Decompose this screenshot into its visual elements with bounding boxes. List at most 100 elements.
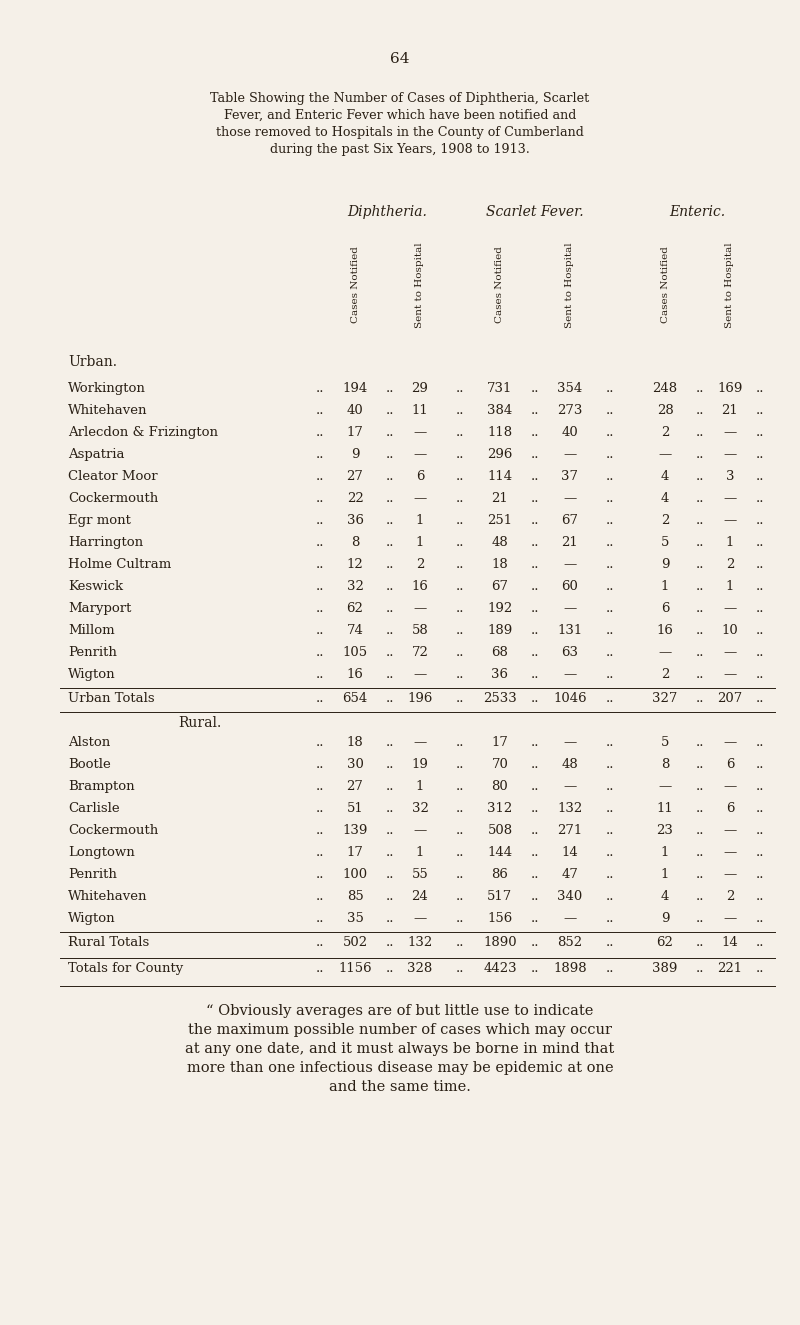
Text: ..: .. (696, 470, 704, 484)
Text: ..: .. (696, 802, 704, 815)
Text: 6: 6 (726, 758, 734, 771)
Text: ..: .. (606, 514, 614, 527)
Text: Rural Totals: Rural Totals (68, 935, 150, 949)
Text: ..: .. (756, 514, 764, 527)
Text: ..: .. (456, 558, 464, 571)
Text: ..: .. (386, 427, 394, 439)
Text: 27: 27 (346, 780, 363, 792)
Text: 1046: 1046 (553, 692, 587, 705)
Text: ..: .. (606, 382, 614, 395)
Text: 48: 48 (492, 537, 508, 549)
Text: Scarlet Fever.: Scarlet Fever. (486, 205, 584, 219)
Text: 6: 6 (726, 802, 734, 815)
Text: 502: 502 (342, 935, 367, 949)
Text: ..: .. (456, 537, 464, 549)
Text: Cases Notified: Cases Notified (495, 246, 505, 323)
Text: ..: .. (316, 780, 324, 792)
Text: 207: 207 (718, 692, 742, 705)
Text: Penrith: Penrith (68, 647, 117, 659)
Text: 60: 60 (562, 580, 578, 594)
Text: 36: 36 (346, 514, 363, 527)
Text: ..: .. (316, 580, 324, 594)
Text: 144: 144 (487, 845, 513, 859)
Text: 654: 654 (342, 692, 368, 705)
Text: ..: .. (386, 912, 394, 925)
Text: 251: 251 (487, 514, 513, 527)
Text: ..: .. (386, 470, 394, 484)
Text: Keswick: Keswick (68, 580, 123, 594)
Text: Cleator Moor: Cleator Moor (68, 470, 158, 484)
Text: ..: .. (386, 382, 394, 395)
Text: ..: .. (386, 868, 394, 881)
Text: Rural.: Rural. (178, 716, 222, 730)
Text: 12: 12 (346, 558, 363, 571)
Text: ..: .. (606, 845, 614, 859)
Text: —: — (723, 668, 737, 681)
Text: 389: 389 (652, 962, 678, 975)
Text: ..: .. (756, 492, 764, 505)
Text: ..: .. (316, 845, 324, 859)
Text: ..: .. (316, 962, 324, 975)
Text: 14: 14 (562, 845, 578, 859)
Text: 189: 189 (487, 624, 513, 637)
Text: Aspatria: Aspatria (68, 448, 125, 461)
Text: —: — (723, 492, 737, 505)
Text: 37: 37 (562, 470, 578, 484)
Text: —: — (414, 824, 426, 837)
Text: ..: .. (756, 912, 764, 925)
Text: ..: .. (386, 492, 394, 505)
Text: ..: .. (456, 624, 464, 637)
Text: 328: 328 (407, 962, 433, 975)
Text: 24: 24 (412, 890, 428, 904)
Text: 9: 9 (661, 558, 670, 571)
Text: ..: .. (756, 868, 764, 881)
Text: Sent to Hospital: Sent to Hospital (566, 242, 574, 327)
Text: 85: 85 (346, 890, 363, 904)
Text: 132: 132 (558, 802, 582, 815)
Text: ..: .. (386, 537, 394, 549)
Text: ..: .. (316, 470, 324, 484)
Text: ..: .. (756, 735, 764, 749)
Text: Cockermouth: Cockermouth (68, 824, 158, 837)
Text: 48: 48 (562, 758, 578, 771)
Text: ..: .. (606, 404, 614, 417)
Text: ..: .. (456, 912, 464, 925)
Text: ..: .. (530, 404, 539, 417)
Text: during the past Six Years, 1908 to 1913.: during the past Six Years, 1908 to 1913. (270, 143, 530, 156)
Text: ..: .. (756, 382, 764, 395)
Text: —: — (723, 868, 737, 881)
Text: ..: .. (756, 935, 764, 949)
Text: —: — (414, 427, 426, 439)
Text: ..: .. (456, 780, 464, 792)
Text: 1: 1 (661, 580, 669, 594)
Text: 14: 14 (722, 935, 738, 949)
Text: ..: .. (386, 735, 394, 749)
Text: ..: .. (316, 647, 324, 659)
Text: 64: 64 (390, 52, 410, 66)
Text: 340: 340 (558, 890, 582, 904)
Text: ..: .. (756, 448, 764, 461)
Text: the maximum possible number of cases which may occur: the maximum possible number of cases whi… (188, 1023, 612, 1037)
Text: 156: 156 (487, 912, 513, 925)
Text: ..: .. (386, 404, 394, 417)
Text: ..: .. (530, 602, 539, 615)
Text: 62: 62 (657, 935, 674, 949)
Text: Cockermouth: Cockermouth (68, 492, 158, 505)
Text: ..: .. (696, 824, 704, 837)
Text: —: — (723, 780, 737, 792)
Text: ..: .. (316, 427, 324, 439)
Text: Millom: Millom (68, 624, 114, 637)
Text: ..: .. (316, 735, 324, 749)
Text: 17: 17 (491, 735, 509, 749)
Text: ..: .. (386, 602, 394, 615)
Text: —: — (723, 912, 737, 925)
Text: 312: 312 (487, 802, 513, 815)
Text: Diphtheria.: Diphtheria. (347, 205, 427, 219)
Text: 58: 58 (412, 624, 428, 637)
Text: ..: .. (696, 962, 704, 975)
Text: ..: .. (456, 962, 464, 975)
Text: —: — (563, 912, 577, 925)
Text: ..: .. (386, 845, 394, 859)
Text: ..: .. (456, 935, 464, 949)
Text: ..: .. (756, 692, 764, 705)
